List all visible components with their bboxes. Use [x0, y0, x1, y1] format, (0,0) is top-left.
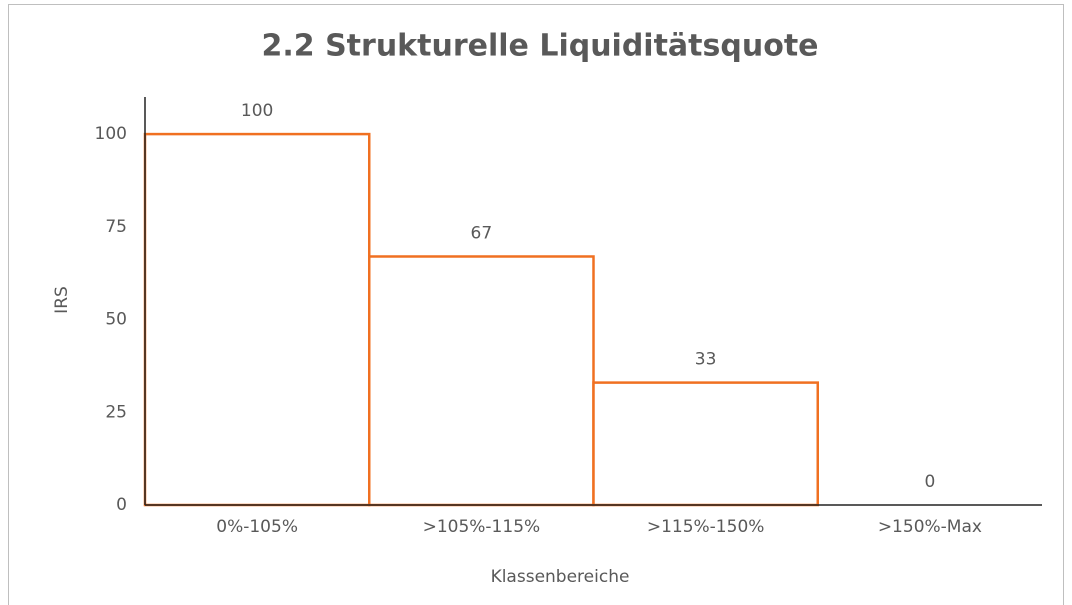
data-label: 67: [471, 223, 493, 243]
bar: [143, 132, 371, 507]
y-tick-label: 0: [116, 495, 127, 515]
x-axis-title: Klassenbereiche: [491, 567, 630, 587]
y-tick-label: 25: [105, 402, 127, 422]
data-label: 33: [695, 350, 717, 370]
data-label: 100: [241, 101, 273, 121]
y-tick-label: 75: [105, 217, 127, 237]
y-tick-label: 100: [95, 124, 127, 144]
y-tick-label: 50: [105, 310, 127, 330]
y-axis-title: IRS: [52, 286, 72, 314]
bar: [592, 381, 819, 507]
x-tick-label: 0%-105%: [216, 517, 298, 537]
x-tick-label: >115%-150%: [647, 517, 765, 537]
x-tick-label: >105%-115%: [423, 517, 541, 537]
chart-title: 2.2 Strukturelle Liquiditätsquote: [261, 29, 818, 64]
data-label: 0: [924, 472, 935, 492]
bar: [368, 255, 595, 507]
x-tick-label: >150%-Max: [878, 517, 982, 537]
